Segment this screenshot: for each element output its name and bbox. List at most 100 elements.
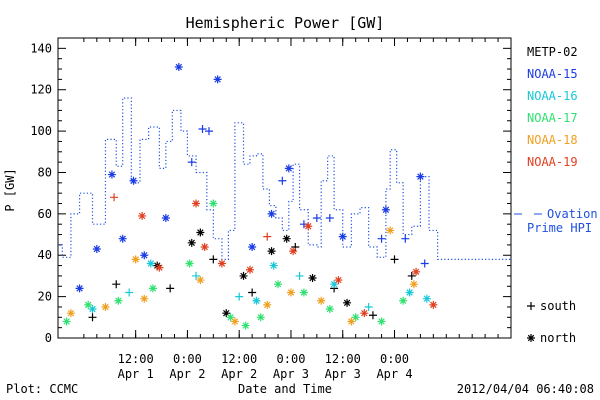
y-tick-label: 100 (30, 124, 52, 138)
legend-marker-label: north (540, 331, 576, 345)
data-point-north (185, 259, 194, 268)
chart-title: Hemispheric Power [GW] (186, 14, 385, 32)
data-point-north (138, 211, 147, 220)
data-point-north (330, 280, 339, 289)
data-point-south (192, 271, 201, 280)
data-point-north (245, 265, 254, 274)
data-point-south (198, 125, 207, 134)
data-point-south (295, 271, 304, 280)
data-point-south (278, 176, 287, 185)
data-point-south (263, 232, 272, 241)
data-point-north (209, 199, 218, 208)
data-point-south (368, 311, 377, 320)
data-point-north (66, 309, 75, 318)
data-point-north (129, 176, 138, 185)
x-tick-label-date: Apr 3 (273, 367, 309, 381)
data-point-north (269, 261, 278, 270)
data-point-north (84, 300, 93, 309)
x-tick-label-time: 12:00 (325, 352, 361, 366)
data-point-north (241, 321, 250, 330)
x-tick-label-date: Apr 1 (118, 367, 154, 381)
data-point-south (248, 288, 257, 297)
data-point-north (416, 172, 425, 181)
data-point-north (351, 313, 360, 322)
data-point-north (92, 245, 101, 254)
data-point-north (377, 317, 386, 326)
data-point-north (187, 238, 196, 247)
data-point-north (146, 259, 155, 268)
data-point-north (360, 309, 369, 318)
data-point-north (174, 62, 183, 71)
data-point-north (399, 296, 408, 305)
data-point-north (282, 234, 291, 243)
data-point-south (420, 259, 429, 268)
data-point-north (114, 296, 123, 305)
data-point-south (407, 271, 416, 280)
data-point-south (377, 234, 386, 243)
y-tick-label: 80 (38, 165, 52, 179)
legend-entry: METP-02 (527, 45, 578, 59)
y-tick-label: 20 (38, 290, 52, 304)
data-point-north (343, 298, 352, 307)
data-point-north (308, 274, 317, 282)
data-point-north (252, 296, 261, 305)
data-point-south (166, 284, 175, 293)
data-point-north (289, 247, 298, 256)
data-point-south (364, 302, 373, 311)
x-tick-label-date: Apr 2 (221, 367, 257, 381)
data-point-north (317, 296, 326, 305)
x-tick-label-time: 0:00 (277, 352, 306, 366)
legend-marker-label: south (540, 299, 576, 313)
data-point-north (347, 317, 356, 326)
data-point-south (205, 127, 213, 136)
data-point-north (405, 288, 414, 297)
x-tick-label-time: 12:00 (221, 352, 257, 366)
y-tick-label: 40 (38, 248, 52, 262)
data-point-north (230, 317, 239, 326)
data-point-north (226, 313, 235, 322)
data-point-north (412, 267, 421, 276)
x-tick-label-date: Apr 3 (325, 367, 361, 381)
data-point-north (118, 234, 127, 243)
data-point-north (101, 302, 110, 311)
data-point-south (112, 280, 121, 289)
data-point-north (200, 242, 209, 251)
x-tick-label-time: 0:00 (173, 352, 202, 366)
legend-hpi-label-line2: Prime HPI (527, 221, 592, 235)
data-point-south (209, 255, 218, 264)
data-point-north (196, 276, 205, 285)
data-point-north (62, 317, 71, 326)
data-point-north (267, 209, 276, 218)
data-point-north (267, 247, 276, 256)
y-tick-label: 60 (38, 207, 52, 221)
data-point-north (75, 284, 84, 293)
data-point-south (235, 292, 244, 301)
data-point-south (401, 234, 410, 243)
plot-frame (57, 37, 512, 339)
data-point-north (325, 305, 334, 314)
data-point-north (140, 251, 149, 260)
hpi-step-line (58, 97, 511, 260)
legend-entry: NOAA-16 (527, 89, 578, 103)
data-point-north (386, 226, 395, 235)
data-point-south (527, 302, 535, 310)
legend-entry: NOAA-17 (527, 111, 578, 125)
legend-hpi-label: Ovation (547, 207, 598, 221)
data-point-south (390, 255, 399, 264)
data-point-north (422, 294, 431, 303)
data-point-north (88, 305, 97, 314)
data-point-south (325, 214, 334, 222)
data-point-north (140, 294, 149, 303)
data-point-north (429, 300, 438, 309)
data-point-north (248, 242, 257, 251)
data-point-north (284, 164, 293, 173)
data-point-south (187, 158, 196, 167)
data-point-north (222, 309, 231, 318)
data-point-north (217, 259, 226, 268)
legend-entry: NOAA-19 (527, 155, 578, 169)
y-tick-label: 120 (30, 83, 52, 97)
data-point-north (107, 170, 116, 179)
data-point-north (338, 232, 347, 241)
data-point-north (381, 205, 390, 214)
